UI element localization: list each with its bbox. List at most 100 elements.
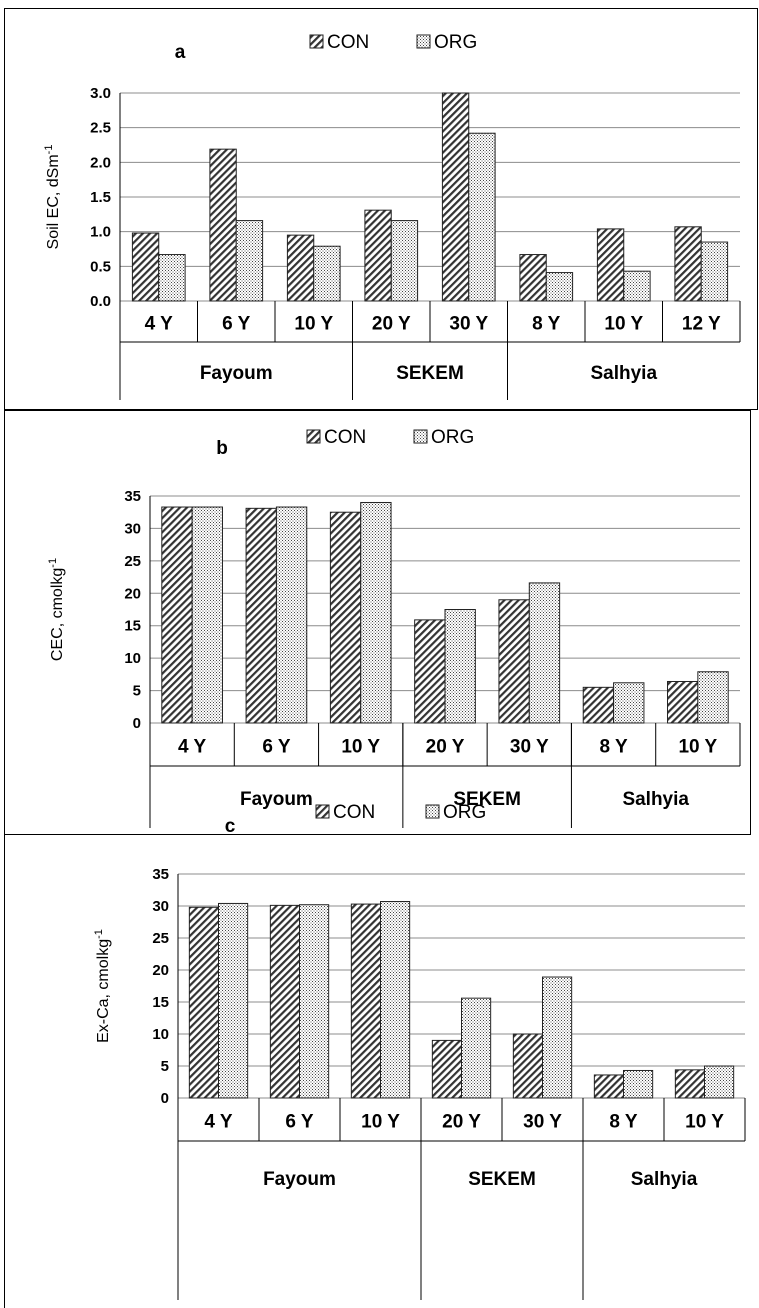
group-label: Salhyia <box>590 363 657 384</box>
bar-con <box>519 254 547 302</box>
bar-con <box>582 686 615 724</box>
category-label: 8 Y <box>532 314 561 335</box>
legend-swatch-org <box>416 34 431 49</box>
y-tick-label: 25 <box>152 930 169 947</box>
chart-panel-a <box>4 8 758 410</box>
group-label: Fayoum <box>263 1169 336 1190</box>
bar-con <box>414 619 446 724</box>
y-axis-label-text: Ex-Ca, cmolkg <box>95 939 112 1043</box>
bar-org <box>380 901 411 1099</box>
category-label: 6 Y <box>285 1112 314 1133</box>
chart-a: 0.0 0.5 1.0 1.5 2.0 2.5 3.0 4 Y 6 Y 10 Y 20 Y 30 Y 8… <box>43 32 741 400</box>
category-label: 4 Y <box>204 1112 233 1133</box>
category-label: 12 Y <box>682 314 721 335</box>
y-tick-label: 0.5 <box>90 258 111 275</box>
y-tick-label: 10 <box>124 650 141 667</box>
category-label: 30 Y <box>523 1112 562 1133</box>
bar-con <box>441 92 470 302</box>
group-label: SEKEM <box>453 789 521 810</box>
y-tick-label: 3.0 <box>90 85 111 102</box>
bar-con <box>245 507 277 724</box>
bar-con <box>209 148 237 302</box>
category-label: 8 Y <box>599 737 628 758</box>
bar-con <box>431 1039 462 1099</box>
bar-org <box>542 976 573 1099</box>
bar-org <box>461 997 492 1099</box>
category-label: 30 Y <box>449 314 488 335</box>
bar-con <box>161 506 193 724</box>
y-tick-label: 35 <box>152 866 169 883</box>
y-axis-label-text: CEC, cmolkg <box>49 568 66 661</box>
group-label: SEKEM <box>468 1169 536 1190</box>
legend-label-con: CON <box>324 427 366 448</box>
bar-org <box>444 609 476 724</box>
group-label: SEKEM <box>396 363 464 384</box>
y-tick-label: 0 <box>133 715 141 732</box>
bar-org <box>218 902 249 1099</box>
bar-con <box>674 226 702 302</box>
bar-con <box>364 209 392 302</box>
y-axis-label: CEC, cmolkg-1 <box>47 558 66 661</box>
category-label: 10 Y <box>294 314 333 335</box>
category-label: 4 Y <box>145 314 174 335</box>
category-label: 20 Y <box>442 1112 481 1133</box>
chart-c: 0 5 10 15 20 25 30 35 4 Y 6 Y 10 Y 20 Y 30 Y 8 Y 10 Y F… <box>93 802 746 1300</box>
group-label: Salhyia <box>622 789 689 810</box>
category-label: 10 Y <box>361 1112 400 1133</box>
y-tick-label: 5 <box>161 1058 169 1075</box>
bar-con <box>329 511 362 724</box>
bar-org <box>700 241 729 302</box>
bar-con <box>269 904 300 1099</box>
y-tick-label: 20 <box>124 585 141 602</box>
category-label: 6 Y <box>262 737 291 758</box>
bar-org <box>528 582 561 724</box>
bar-org <box>313 245 341 302</box>
bar-org <box>704 1065 735 1099</box>
bar-org <box>468 132 496 302</box>
bar-con <box>188 906 219 1099</box>
group-label: Salhyia <box>631 1169 698 1190</box>
panel-label: c <box>225 816 236 837</box>
y-tick-label: 30 <box>124 520 141 537</box>
bar-org <box>191 506 223 724</box>
y-tick-label: 30 <box>152 898 169 915</box>
y-tick-label: 15 <box>152 994 169 1011</box>
legend-label-con: CON <box>327 32 369 53</box>
y-tick-label: 35 <box>124 488 141 505</box>
y-axis-label-superscript: -1 <box>93 929 105 939</box>
bar-con <box>350 903 381 1099</box>
bar-org <box>390 220 419 302</box>
y-axis-label: Ex-Ca, cmolkg-1 <box>93 929 112 1043</box>
bar-org <box>613 682 645 724</box>
category-label: 10 Y <box>604 314 643 335</box>
bar-org <box>623 270 651 302</box>
y-tick-label: 2.0 <box>90 154 111 171</box>
legend-swatch-con <box>315 804 330 819</box>
bar-con <box>667 680 699 724</box>
bar-org <box>360 501 392 724</box>
y-tick-label: 5 <box>133 683 141 700</box>
y-tick-label: 2.5 <box>90 120 111 137</box>
bar-con <box>674 1069 706 1099</box>
y-tick-label: 20 <box>152 962 169 979</box>
y-axis-label-superscript: -1 <box>47 558 59 568</box>
legend-swatch-con <box>309 34 324 49</box>
y-tick-label: 10 <box>152 1026 169 1043</box>
panel-label: b <box>216 438 228 459</box>
bar-org <box>275 506 308 724</box>
category-label: 20 Y <box>426 737 465 758</box>
y-tick-label: 1.0 <box>90 224 111 241</box>
bar-con <box>131 232 160 302</box>
bar-org <box>158 254 186 302</box>
group-label: Fayoum <box>240 789 313 810</box>
chart-b: 0 5 10 15 20 25 30 35 4 Y 6 Y 10 Y 20 Y 30 Y 8 Y 10 Y F… <box>47 427 741 828</box>
bar-org <box>545 272 574 302</box>
category-label: 6 Y <box>222 314 251 335</box>
bar-org <box>697 671 729 724</box>
y-tick-label: 0.0 <box>90 293 111 310</box>
category-label: 10 Y <box>341 737 380 758</box>
bar-con <box>286 234 315 302</box>
category-label: 4 Y <box>178 737 207 758</box>
y-tick-label: 25 <box>124 553 141 570</box>
